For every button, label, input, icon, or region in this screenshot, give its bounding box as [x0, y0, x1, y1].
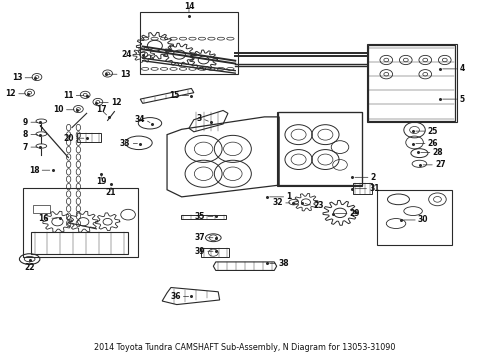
Text: 24: 24 — [122, 50, 132, 59]
Bar — [367, 44, 457, 122]
Text: 16: 16 — [39, 214, 49, 223]
Text: 31: 31 — [369, 184, 380, 193]
Bar — [140, 12, 238, 74]
Text: 20: 20 — [63, 134, 74, 143]
Text: 30: 30 — [418, 216, 428, 225]
Text: 26: 26 — [428, 139, 438, 148]
Text: 21: 21 — [106, 188, 116, 197]
Text: 14: 14 — [184, 2, 194, 11]
Text: 38: 38 — [278, 259, 289, 268]
Bar — [277, 112, 362, 186]
Text: 5: 5 — [460, 95, 465, 104]
Text: 13: 13 — [12, 73, 23, 82]
Text: 12: 12 — [111, 98, 122, 107]
Text: 1: 1 — [287, 192, 292, 201]
Text: 25: 25 — [428, 127, 438, 136]
Bar — [33, 205, 50, 213]
Text: 36: 36 — [170, 292, 181, 301]
Bar — [376, 190, 452, 245]
Text: 35: 35 — [195, 212, 205, 221]
Text: 3: 3 — [197, 114, 202, 123]
Text: 9: 9 — [23, 118, 28, 127]
Bar — [24, 188, 138, 257]
Bar — [368, 45, 456, 121]
Text: 19: 19 — [96, 177, 106, 186]
Text: 17: 17 — [96, 105, 107, 114]
Text: 32: 32 — [272, 198, 283, 207]
Text: 2: 2 — [371, 173, 376, 182]
Text: 13: 13 — [120, 70, 130, 79]
Text: 4: 4 — [460, 64, 465, 73]
Text: 23: 23 — [313, 201, 324, 210]
Text: 12: 12 — [5, 89, 16, 98]
Text: 2014 Toyota Tundra CAMSHAFT Sub-Assembly, N Diagram for 13053-31090: 2014 Toyota Tundra CAMSHAFT Sub-Assembly… — [94, 343, 396, 352]
Text: 33: 33 — [120, 139, 130, 148]
Text: 10: 10 — [53, 105, 64, 114]
Text: 22: 22 — [24, 264, 35, 273]
Text: 27: 27 — [435, 160, 445, 169]
Text: 39: 39 — [195, 247, 205, 256]
Text: 18: 18 — [29, 166, 39, 175]
Text: 15: 15 — [169, 91, 179, 100]
Text: 34: 34 — [135, 115, 145, 124]
Text: 8: 8 — [23, 130, 28, 139]
Bar — [278, 112, 362, 185]
Text: 11: 11 — [63, 91, 74, 100]
Text: 37: 37 — [195, 233, 205, 242]
Text: 28: 28 — [433, 148, 443, 157]
Text: 29: 29 — [350, 209, 360, 218]
Text: 7: 7 — [23, 143, 28, 152]
